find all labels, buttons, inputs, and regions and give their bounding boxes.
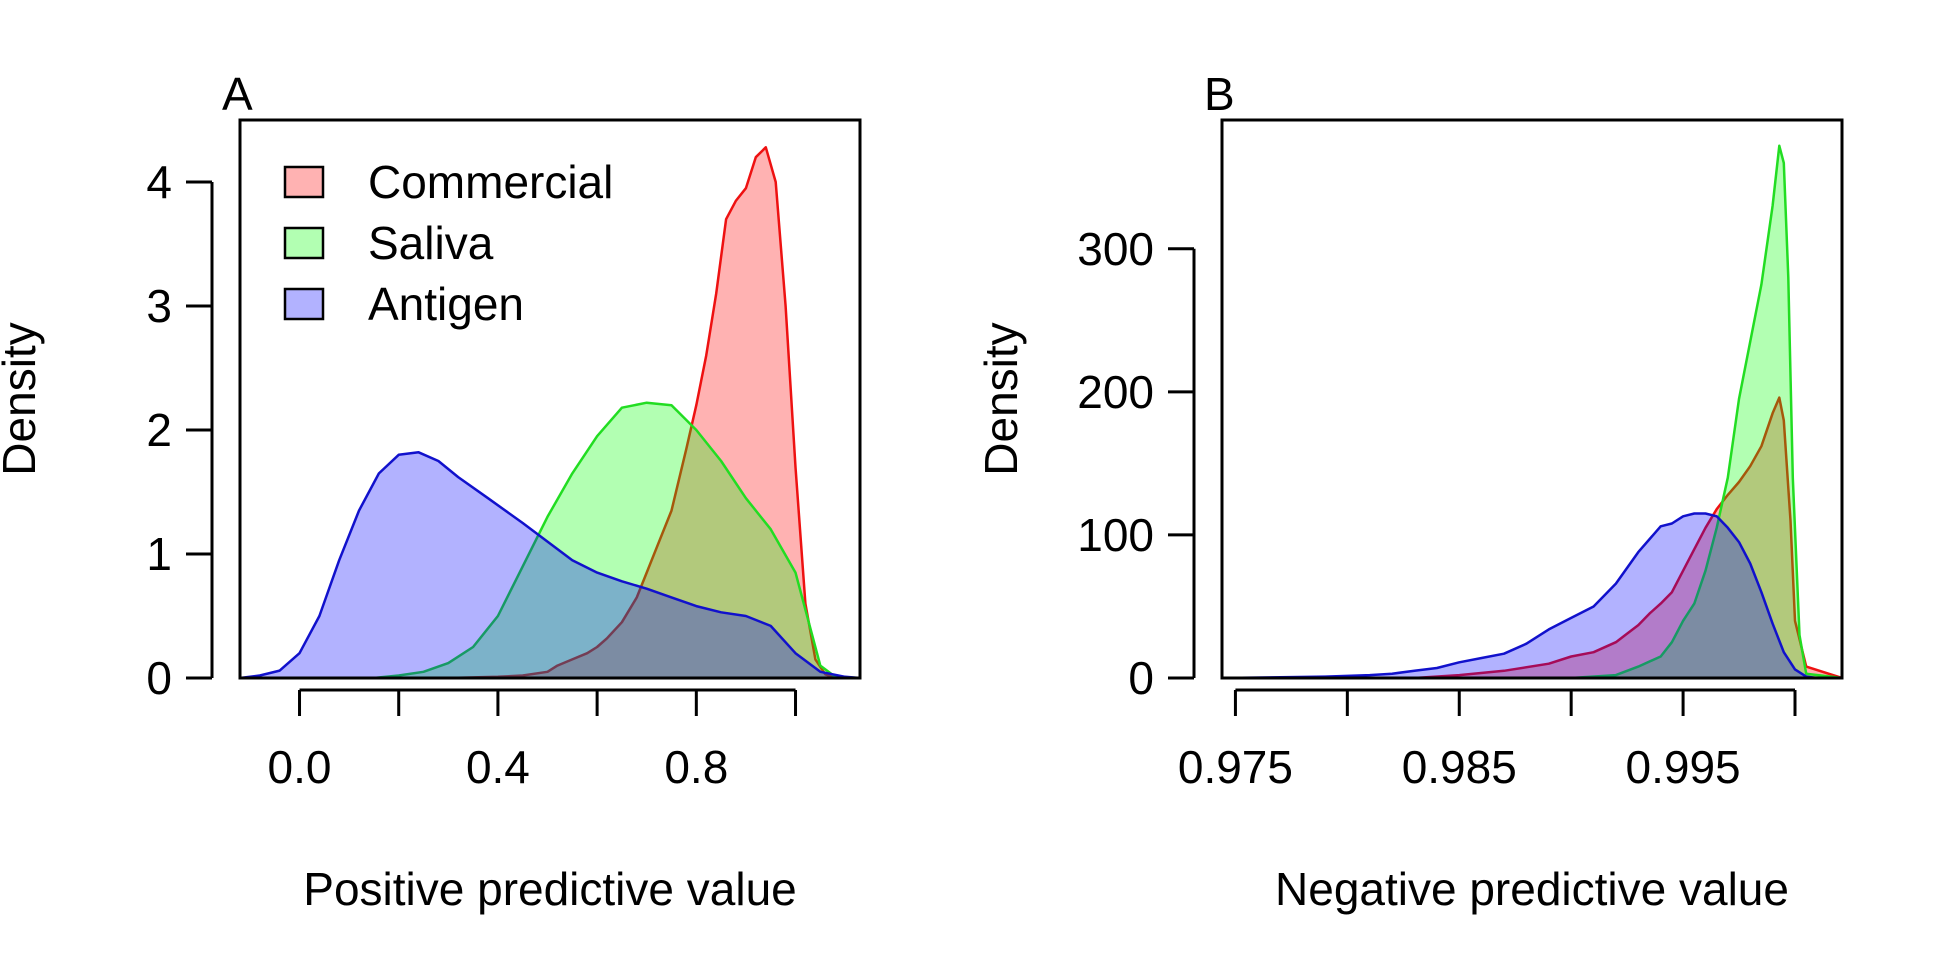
panel-b: 0.975 0.985 0.995 0 100 200 300 B Negative pr… [975,68,1844,915]
y-tick-label: 1 [146,528,172,580]
x-axis-b: 0.975 0.985 0.995 [1178,688,1797,793]
x-tick-label: 0.0 [268,741,332,793]
y-axis-b: 0 100 200 300 [1077,223,1196,704]
y-tick-label: 100 [1077,509,1154,561]
x-axis-a: 0.0 0.4 0.8 [268,688,798,793]
y-tick-label: 3 [146,280,172,332]
plot-frame-b [1220,118,1844,680]
x-axis-title-b: Negative predictive value [1275,863,1789,915]
plot-frame-a [238,118,862,680]
y-tick-label: 300 [1077,223,1154,275]
legend-key-antigen [283,287,325,321]
y-tick-label: 0 [146,652,172,704]
y-axis-a: 0 1 2 3 4 [146,156,214,704]
density-area-commercial [238,146,862,680]
y-tick-label: 2 [146,404,172,456]
legend-label-saliva: Saliva [368,217,494,269]
panel-label-b: B [1204,68,1235,120]
legend-label-antigen: Antigen [368,278,524,330]
density-curves-b [1220,144,1844,680]
legend: Commercial Saliva Antigen [283,156,613,330]
legend-key-saliva [283,226,325,260]
legend-label-commercial: Commercial [368,156,613,208]
y-tick-label: 4 [146,156,172,208]
density-area-commercial [1220,396,1844,680]
density-area-antigen [238,451,862,680]
panel-a: 0.0 0.4 0.8 0 1 2 3 4 A Positive predictive va… [0,68,862,915]
density-area-antigen [1220,512,1844,680]
legend-key-commercial [283,165,325,199]
x-tick-label: 0.8 [664,741,728,793]
x-tick-label: 0.995 [1626,741,1741,793]
x-tick-label: 0.985 [1402,741,1517,793]
x-axis-title-a: Positive predictive value [303,863,796,915]
panel-label-a: A [222,68,253,120]
y-tick-label: 200 [1077,366,1154,418]
y-axis-title-b: Density [975,322,1027,475]
x-tick-label: 0.975 [1178,741,1293,793]
density-curves-a [238,146,862,680]
density-area-saliva [1220,144,1844,680]
y-tick-label: 0 [1128,652,1154,704]
x-tick-label: 0.4 [466,741,530,793]
y-axis-title-a: Density [0,322,45,475]
